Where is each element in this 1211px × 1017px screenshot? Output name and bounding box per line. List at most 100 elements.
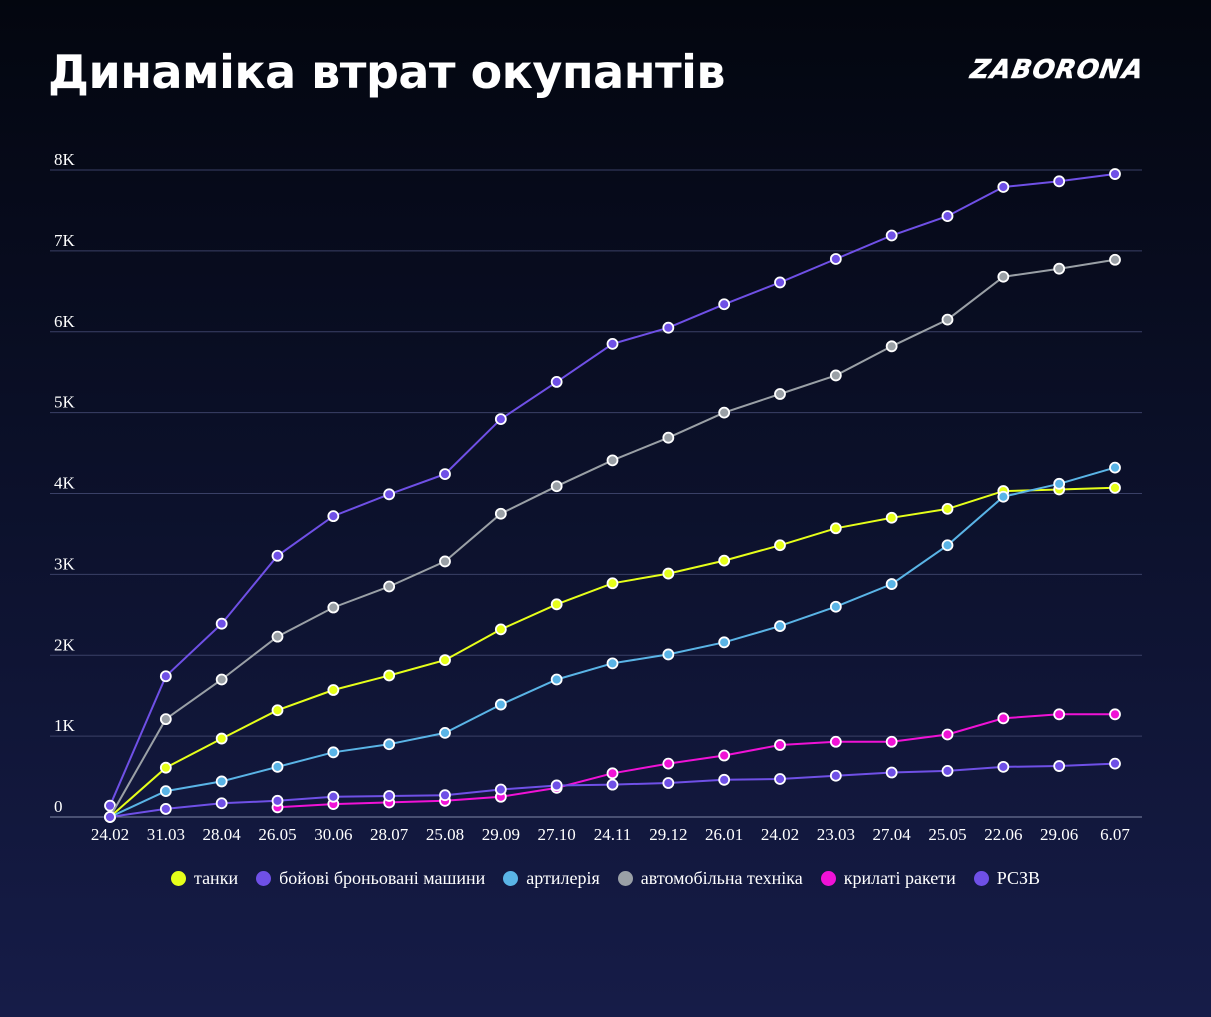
data-point (159, 761, 172, 774)
data-point (215, 617, 228, 630)
legend-dot (820, 871, 836, 886)
data-point (662, 567, 675, 580)
data-point (774, 773, 786, 785)
data-point (271, 549, 284, 562)
data-point (1109, 757, 1121, 770)
data-point (327, 510, 340, 523)
y-tick-label: 4K (54, 474, 76, 493)
data-point (718, 773, 731, 786)
data-point (327, 601, 340, 614)
data-point (271, 794, 284, 807)
data-point (550, 480, 563, 493)
data-point (494, 507, 507, 520)
legend-dot (503, 871, 519, 886)
data-point (439, 789, 451, 802)
series-5 (104, 757, 1121, 823)
y-tick-label: 0 (54, 797, 63, 816)
data-point (271, 760, 284, 773)
data-point (271, 704, 284, 717)
legend-dot (973, 871, 989, 886)
data-point (1053, 708, 1066, 721)
series-line (109, 173, 1116, 807)
x-tick-label: 28.07 (370, 825, 409, 844)
legend-item-5: РСЗВ (973, 868, 1040, 889)
data-point (271, 630, 284, 643)
x-axis-ticks: 24.02 31.03 28.04 26.05 30.06 28.07 25.08 29.09… (91, 825, 1131, 844)
x-tick-label: 26.05 (258, 825, 296, 844)
legend-dot (256, 871, 272, 886)
data-point (1053, 262, 1066, 275)
data-point (662, 431, 675, 444)
x-tick-label: 22.06 (984, 825, 1022, 844)
x-tick-label: 29.12 (649, 825, 687, 844)
data-point (494, 783, 507, 796)
data-point (550, 598, 563, 611)
y-tick-label: 6K (54, 312, 76, 331)
data-point (885, 766, 898, 779)
data-point (1053, 175, 1066, 188)
data-point (383, 580, 396, 593)
data-point (159, 713, 172, 726)
data-point (885, 511, 898, 524)
series-line (277, 713, 1115, 809)
data-point (941, 765, 954, 777)
chart-series (104, 168, 1121, 823)
x-tick-label: 25.05 (928, 825, 966, 844)
data-point (718, 749, 731, 762)
data-point (606, 454, 619, 467)
data-point (327, 684, 340, 696)
data-point (606, 337, 619, 350)
data-point (215, 673, 228, 686)
data-point (941, 728, 954, 741)
series-line (109, 466, 1116, 818)
y-tick-label: 2K (54, 635, 76, 654)
data-point (774, 620, 786, 633)
data-point (829, 735, 842, 748)
data-point (829, 253, 842, 265)
legend-label: РСЗВ (996, 868, 1040, 888)
data-point (383, 790, 396, 802)
data-point (885, 735, 898, 748)
data-point (1109, 708, 1121, 721)
data-point (215, 775, 228, 788)
legend-label: автомобільна техніка (640, 868, 803, 888)
data-point (997, 712, 1010, 725)
legend-item-2: артилерія (503, 868, 600, 889)
page-title: Динаміка втрат окупантів (48, 45, 726, 99)
data-point (941, 502, 954, 515)
data-point (606, 767, 619, 780)
data-point (997, 181, 1010, 193)
data-point (159, 803, 172, 815)
x-tick-label: 23.03 (817, 825, 855, 844)
data-point (997, 490, 1010, 503)
data-point (1053, 760, 1066, 772)
data-point (606, 778, 619, 791)
data-point (662, 648, 675, 661)
series-4 (271, 708, 1121, 814)
data-point (829, 369, 842, 382)
data-point (104, 799, 116, 812)
x-tick-label: 28.04 (203, 825, 242, 844)
x-tick-label: 29.09 (482, 825, 520, 844)
data-point (327, 790, 340, 803)
x-tick-label: 24.02 (91, 825, 129, 844)
data-point (718, 554, 731, 567)
data-point (1109, 461, 1121, 474)
y-tick-label: 1K (54, 716, 76, 735)
legend-dot (170, 871, 186, 886)
y-tick-label: 5K (54, 393, 76, 412)
data-point (941, 539, 954, 552)
data-point (439, 555, 451, 568)
data-point (829, 600, 842, 613)
data-point (885, 578, 898, 590)
data-point (885, 340, 898, 353)
series-3 (104, 253, 1121, 823)
legend-item-1: бойові броньовані машини (256, 868, 485, 889)
data-point (941, 313, 954, 326)
legend-label: артилерія (526, 868, 600, 888)
legend-item-3: автомобільна техніка (617, 868, 803, 889)
series-1 (104, 168, 1121, 812)
y-tick-label: 3K (54, 554, 76, 573)
data-point (718, 406, 731, 419)
